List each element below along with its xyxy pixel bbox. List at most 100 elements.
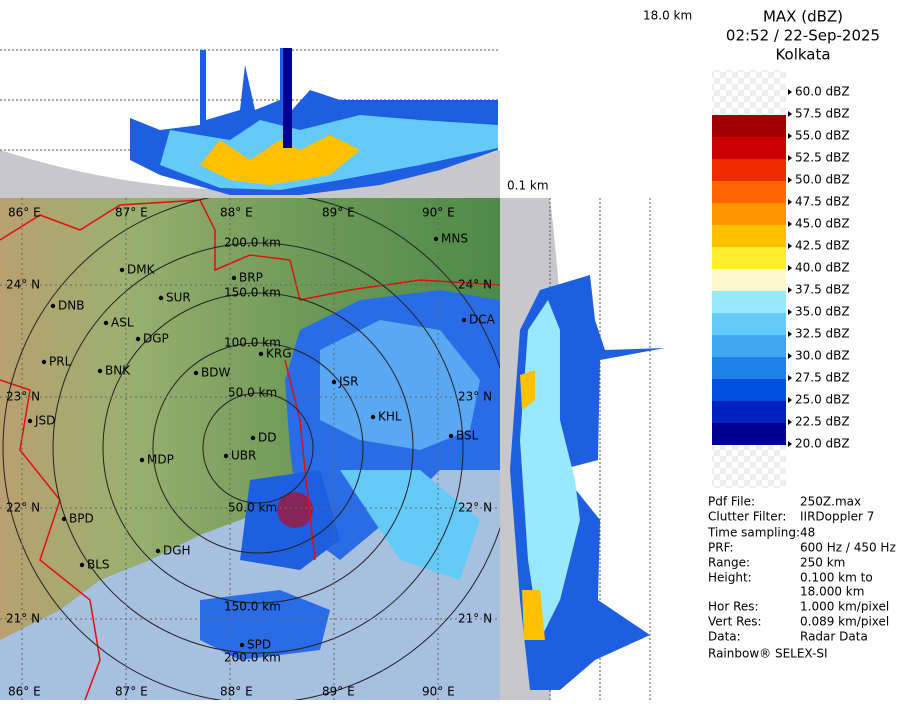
city-label: ASL (111, 316, 134, 330)
city-dot (41, 359, 47, 365)
range-label: 100.0 km (224, 336, 281, 350)
legend-swatch (712, 401, 786, 423)
info-text: Vert Res: (708, 615, 762, 629)
city-label: MDP (147, 453, 174, 467)
city-label: JSD (34, 414, 55, 428)
legend-tick (788, 441, 792, 447)
longitude-label: 88° E (220, 206, 253, 220)
side-echoes (510, 275, 665, 690)
longitude-label: 89° E (322, 685, 355, 699)
city-label: SPD (247, 638, 271, 652)
city-label: BSL (456, 429, 479, 443)
latitude-label: 21° N (458, 612, 492, 626)
legend-label: 50.0 dBZ (795, 173, 850, 187)
legend-tick (788, 243, 792, 249)
latitude-label: 21° N (6, 612, 40, 626)
city-label: DGP (143, 332, 169, 346)
legend-swatch (712, 181, 786, 203)
legend-tick (788, 221, 792, 227)
legend-label: 55.0 dBZ (795, 129, 850, 143)
legend-label: 22.5 dBZ (795, 415, 850, 429)
info-text: 1.000 km/pixel (800, 600, 889, 614)
city-dot (61, 516, 67, 522)
city-label: DNB (58, 299, 84, 313)
city-label: BLS (87, 558, 110, 572)
legend-label: 60.0 dBZ (795, 85, 850, 99)
legend-label: 30.0 dBZ (795, 349, 850, 363)
city-dot (103, 320, 109, 326)
legend-tick (788, 309, 792, 315)
legend-label: 40.0 dBZ (795, 261, 850, 275)
legend-swatch (712, 313, 786, 335)
info-text: Pdf File: (708, 495, 755, 509)
city-dot (139, 457, 145, 463)
longitude-label: 87° E (115, 206, 148, 220)
legend-tick (788, 419, 792, 425)
legend-swatch (712, 423, 786, 445)
city-dot (231, 275, 237, 281)
legend-swatch (712, 203, 786, 225)
range-label: 50.0 km (228, 386, 277, 400)
city-label: DD (258, 431, 276, 445)
legend-swatch (712, 357, 786, 379)
latitude-label: 24° N (6, 278, 40, 292)
map (0, 198, 500, 700)
legend-swatch (712, 225, 786, 247)
legend-swatch (712, 137, 786, 159)
city-dot (331, 379, 337, 385)
city-label: UBR (231, 449, 256, 463)
legend-label: 35.0 dBZ (795, 305, 850, 319)
city-label: DCA (469, 313, 496, 327)
city-label: BPD (69, 512, 94, 526)
latitude-label: 23° N (458, 390, 492, 404)
city-dot (239, 642, 245, 648)
legend-tick (788, 199, 792, 205)
legend-label: 37.5 dBZ (795, 283, 850, 297)
legend-label: 27.5 dBZ (795, 371, 850, 385)
latitude-label: 23° N (6, 390, 40, 404)
latitude-label: 24° N (458, 278, 492, 292)
city-dot (155, 548, 161, 554)
city-label: KRG (266, 347, 292, 361)
longitude-label: 88° E (220, 685, 253, 699)
city-dot (250, 435, 256, 441)
city-dot (27, 418, 33, 424)
legend-tick (788, 177, 792, 183)
city-dot (223, 453, 229, 459)
city-label: KHL (378, 410, 402, 424)
legend-label: 47.5 dBZ (795, 195, 850, 209)
city-label: MNS (441, 232, 468, 246)
city-label: SUR (166, 291, 191, 305)
legend-swatch (712, 247, 786, 269)
city-label: BRP (239, 271, 263, 285)
legend-swatch (712, 291, 786, 313)
bottom-height-label: 0.1 km (507, 179, 549, 193)
range-label: 150.0 km (224, 600, 281, 614)
legend-checker (712, 443, 786, 488)
longitude-label: 86° E (8, 206, 41, 220)
radar-echoes (200, 290, 500, 660)
info-text: 18.000 km (800, 585, 864, 599)
range-label: 200.0 km (224, 651, 281, 665)
longitude-label: 90° E (422, 685, 455, 699)
info-text: 0.089 km/pixel (800, 615, 889, 629)
borders (0, 199, 500, 700)
info-text: 250 km (800, 556, 845, 570)
info-text: 0.100 km to (800, 571, 873, 585)
legend-tick (788, 353, 792, 359)
city-dot (370, 414, 376, 420)
city-label: PRL (49, 355, 72, 369)
legend-tick (788, 89, 792, 95)
longitude-label: 86° E (8, 685, 41, 699)
city-dot (119, 267, 125, 273)
info-text: Data: (708, 630, 741, 644)
city-dot (433, 236, 439, 242)
longitude-label: 90° E (422, 206, 455, 220)
legend-swatch (712, 335, 786, 357)
top-echoes (130, 48, 498, 195)
city-label: JSR (338, 375, 359, 389)
city-dot (50, 303, 56, 309)
legend-title: MAX (dBZ) (763, 8, 843, 26)
latitude-label: 22° N (458, 501, 492, 515)
